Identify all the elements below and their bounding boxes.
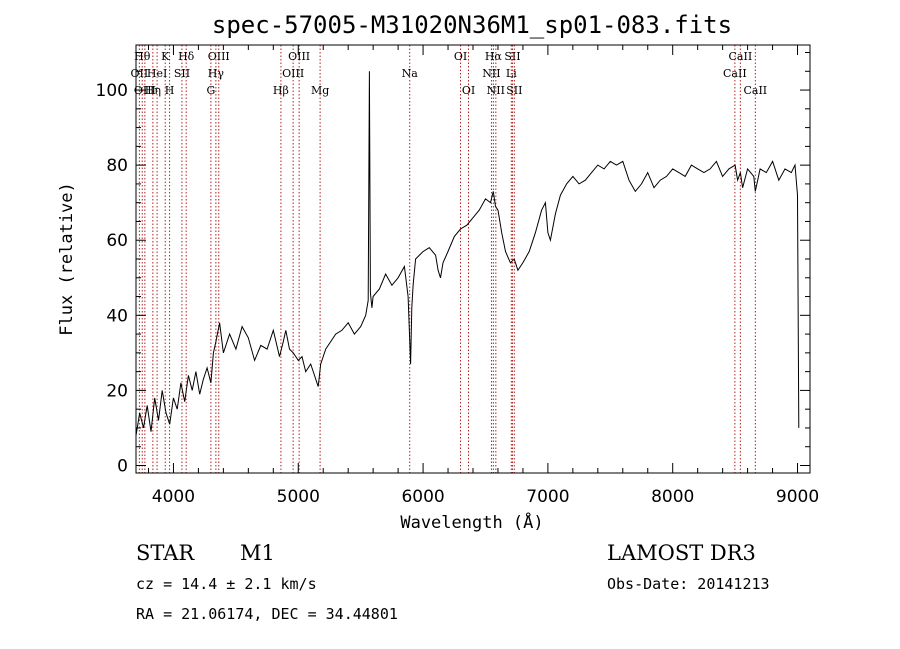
emission-line-label: Mg (311, 84, 329, 97)
emission-line-label: CaII (723, 67, 747, 80)
redshift-info: cz = 14.4 ± 2.1 km/s (136, 575, 317, 593)
plot-frame (135, 44, 811, 474)
y-tick-label: 100 (96, 81, 128, 101)
y-tick-label: 60 (106, 231, 128, 251)
object-type: STAR (136, 541, 195, 565)
emission-line-label: OI (454, 50, 467, 63)
x-axis-label: Wavelength (Å) (400, 511, 543, 533)
emission-line-label: SII (504, 50, 520, 63)
x-tick-label: 4000 (152, 487, 195, 507)
emission-line-label: Hδ (178, 50, 195, 63)
spectrum-plot (135, 71, 800, 436)
emission-line-label: OIII (208, 50, 230, 63)
emission-line-label: SII (174, 67, 190, 80)
emission-line-label: H (165, 84, 175, 97)
emission-line-labels: OIIHθOIIIHηHeIKHSIIHδGHγOIIIHβOIIIOIIIMg… (131, 50, 768, 97)
emission-line-markers (138, 45, 756, 473)
emission-line-label: K (161, 50, 170, 63)
object-subclass: M1 (240, 541, 275, 565)
emission-line-label: OII (131, 67, 149, 80)
y-tick-label: 20 (106, 381, 128, 401)
y-axis-label: Flux (relative) (57, 182, 77, 336)
x-tick-label: 7000 (526, 487, 569, 507)
y-tick-label: 0 (117, 456, 128, 476)
spectrum-line (135, 71, 800, 436)
emission-line-label: Hθ (134, 50, 151, 63)
survey-name: LAMOST DR3 (607, 541, 756, 565)
emission-line-label: OI (462, 84, 475, 97)
emission-line-label: Hη (145, 84, 161, 97)
emission-line-label: NII (482, 67, 500, 80)
y-tick-label: 80 (106, 156, 128, 176)
emission-line-label: Li (506, 67, 517, 80)
emission-line-label: CaII (743, 84, 767, 97)
emission-line-label: NII (487, 84, 505, 97)
x-tick-label: 8000 (651, 487, 694, 507)
emission-line-label: Hβ (273, 84, 289, 97)
emission-line-label: CaII (729, 50, 753, 63)
axis-ticks: 4000 5000 6000 7000 8000 9000 0 20 40 60 80 100 (96, 45, 819, 507)
emission-line-label: OIII (282, 67, 304, 80)
emission-line-label: Na (402, 67, 419, 80)
x-tick-label: 6000 (401, 487, 444, 507)
emission-line-label: HeI (147, 67, 167, 80)
emission-line-label: SII (506, 84, 522, 97)
emission-line-label: G (206, 84, 215, 97)
x-tick-label: 5000 (277, 487, 320, 507)
emission-line-label: Hγ (208, 67, 225, 80)
obs-date: Obs-Date: 20141213 (607, 575, 770, 593)
y-tick-label: 40 (106, 306, 128, 326)
x-tick-label: 9000 (776, 487, 819, 507)
chart-title: spec-57005-M31020N36M1_sp01-083.fits (212, 11, 732, 39)
emission-line-label: OIII (288, 50, 310, 63)
emission-line-label: Hα (485, 50, 503, 63)
coordinates: RA = 21.06174, DEC = 34.44801 (136, 605, 398, 623)
